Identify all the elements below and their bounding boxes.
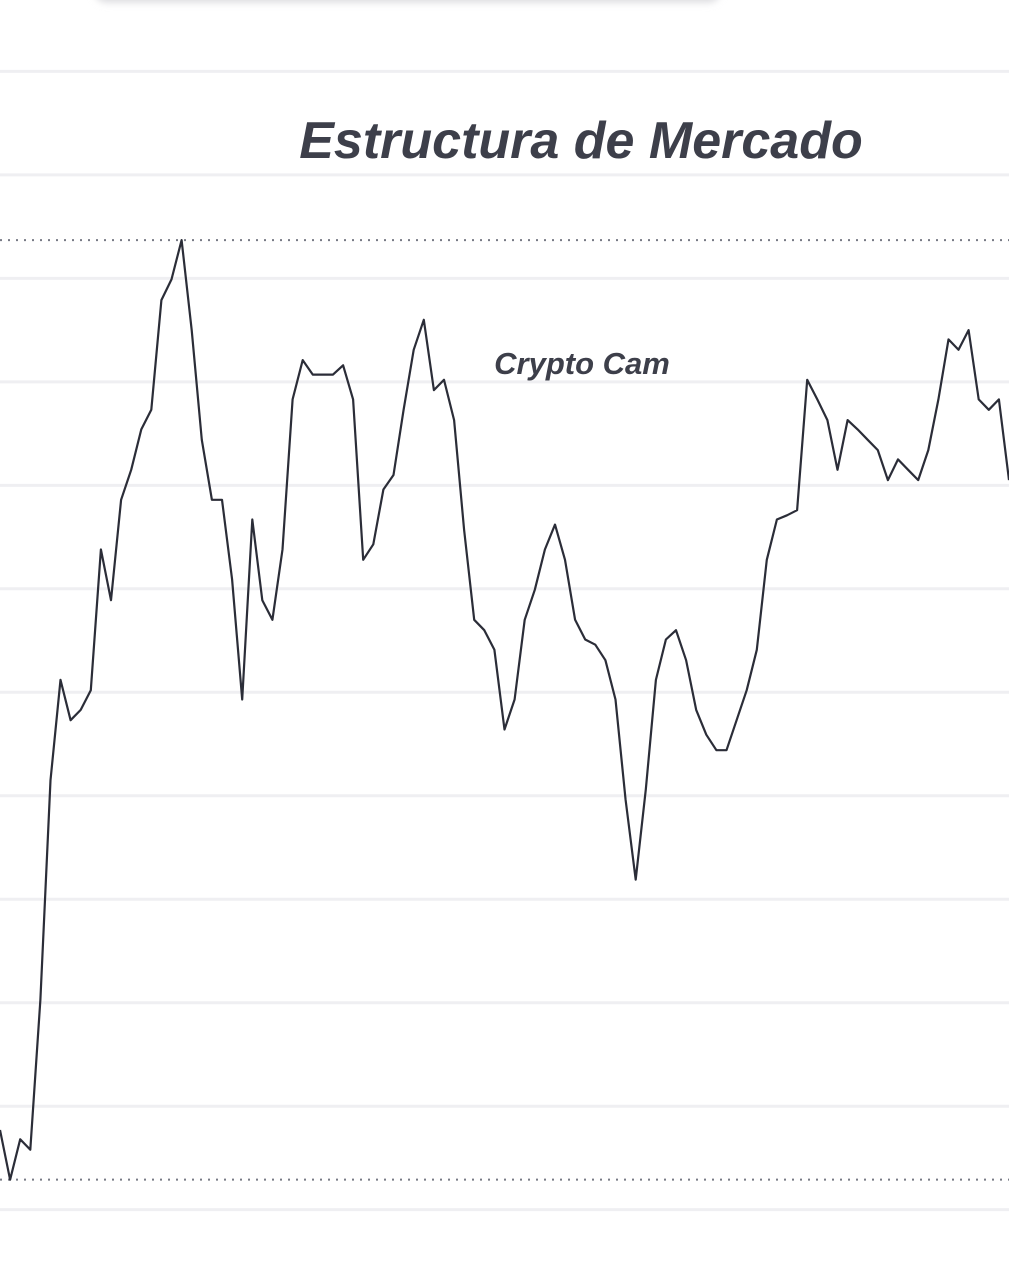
grid — [0, 69, 1009, 1212]
plot — [0, 239, 1009, 1181]
annotation: Crypto Cam — [494, 346, 670, 381]
chart-title: Estructura de Mercado — [299, 112, 863, 170]
toolbar-shadow — [99, 0, 716, 2]
price-line — [0, 239, 1009, 1181]
